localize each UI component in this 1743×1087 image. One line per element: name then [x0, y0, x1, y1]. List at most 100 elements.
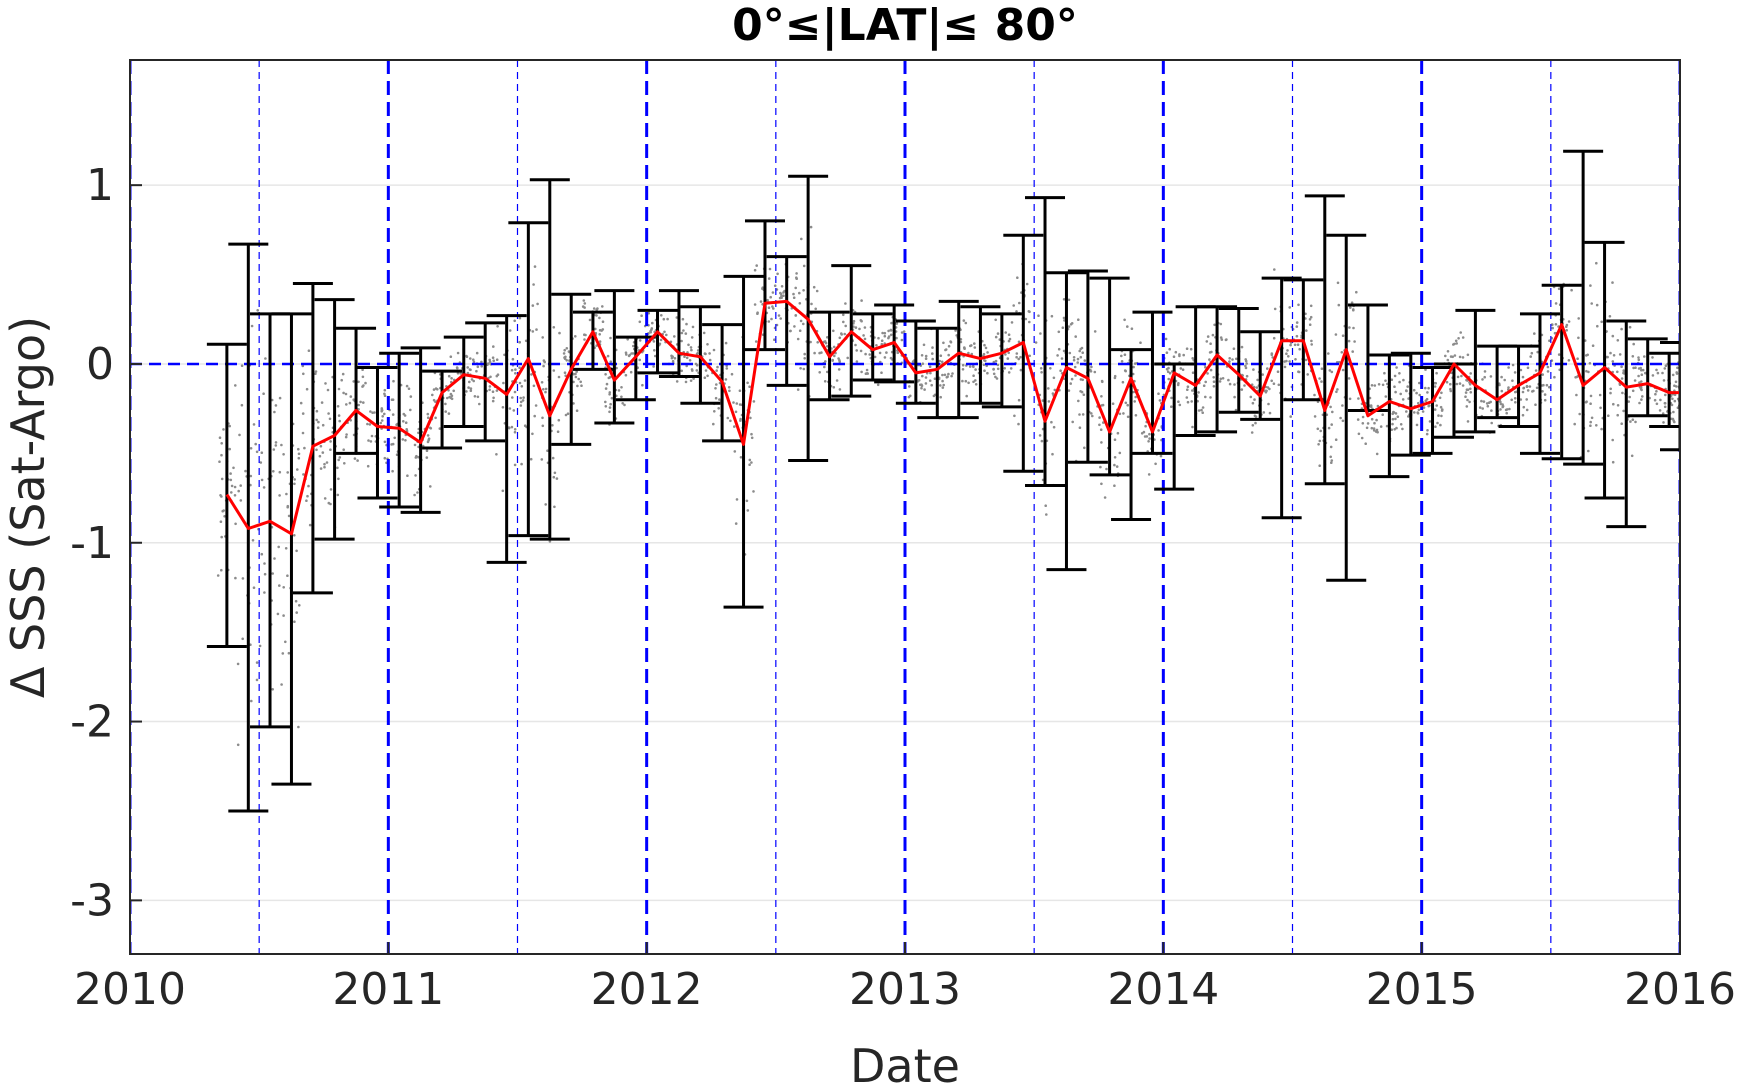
scatter-point	[1019, 355, 1022, 359]
scatter-point	[713, 410, 716, 413]
scatter-point	[1098, 416, 1101, 419]
scatter-point	[337, 458, 341, 462]
scatter-point	[434, 416, 437, 420]
scatter-point	[572, 372, 575, 376]
scatter-point	[1585, 354, 1588, 357]
scatter-point	[1663, 405, 1667, 409]
scatter-point	[1437, 414, 1440, 417]
scatter-point	[286, 471, 290, 474]
scatter-point	[885, 351, 888, 354]
scatter-point	[1209, 396, 1212, 399]
scatter-point	[271, 688, 275, 691]
scatter-point	[1458, 382, 1462, 385]
scatter-point	[1445, 380, 1449, 384]
scatter-point	[216, 574, 220, 577]
scatter-point	[1663, 367, 1667, 370]
scatter-point	[1575, 393, 1578, 397]
scatter-point	[513, 319, 516, 323]
scatter-point	[810, 302, 813, 306]
scatter-point	[1453, 354, 1457, 357]
scatter-point	[879, 360, 882, 364]
scatter-point	[472, 360, 476, 364]
scatter-point	[1051, 392, 1055, 395]
scatter-point	[1675, 385, 1678, 388]
scatter-point	[233, 485, 237, 489]
scatter-point	[924, 354, 928, 358]
scatter-point	[1205, 340, 1209, 343]
scatter-point	[1318, 439, 1322, 443]
scatter-point	[735, 498, 739, 501]
scatter-point	[609, 360, 613, 364]
scatter-point	[1144, 424, 1147, 428]
scatter-point	[1658, 409, 1662, 412]
scatter-point	[1664, 364, 1668, 368]
scatter-point	[779, 317, 782, 320]
scatter-point	[301, 364, 305, 368]
scatter-point	[1297, 370, 1301, 374]
scatter-point	[229, 472, 232, 475]
scatter-point	[750, 436, 754, 440]
scatter-point	[876, 383, 880, 387]
scatter-point	[1004, 353, 1007, 356]
scatter-point	[654, 354, 657, 358]
scatter-point	[855, 349, 858, 352]
scatter-point	[1628, 325, 1632, 329]
scatter-point	[1245, 374, 1249, 378]
scatter-point	[984, 346, 988, 350]
scatter-point	[887, 336, 890, 340]
scatter-point	[1047, 387, 1050, 390]
scatter-point	[992, 372, 996, 376]
scatter-point	[650, 327, 654, 330]
scatter-point	[1485, 402, 1489, 405]
scatter-point	[1661, 412, 1665, 415]
scatter-point	[973, 342, 976, 345]
scatter-point	[965, 394, 968, 398]
scatter-point	[748, 458, 752, 462]
scatter-point	[1498, 383, 1501, 387]
scatter-point	[1244, 366, 1248, 370]
scatter-point	[1126, 415, 1130, 419]
scatter-point	[609, 336, 612, 340]
scatter-point	[488, 385, 492, 388]
scatter-point	[735, 402, 739, 405]
scatter-point	[1295, 334, 1299, 338]
scatter-point	[1461, 336, 1465, 339]
scatter-point	[1637, 358, 1641, 362]
scatter-point	[1461, 356, 1465, 359]
scatter-point	[273, 410, 276, 414]
scatter-point	[555, 477, 559, 480]
scatter-point	[1244, 364, 1247, 368]
scatter-point	[1548, 339, 1551, 343]
scatter-point	[1415, 391, 1418, 395]
scatter-point	[1534, 403, 1537, 407]
scatter-point	[405, 384, 409, 388]
scatter-point	[383, 412, 386, 416]
scatter-point	[344, 435, 348, 439]
scatter-point	[234, 384, 237, 387]
scatter-point	[813, 351, 816, 355]
error-bar	[1197, 305, 1238, 434]
scatter-point	[1310, 339, 1313, 343]
scatter-point	[480, 365, 484, 368]
scatter-point	[356, 459, 359, 462]
scatter-point	[256, 309, 260, 312]
scatter-point	[293, 620, 296, 623]
scatter-point	[321, 423, 325, 427]
scatter-point	[1499, 402, 1503, 406]
scatter-point	[1405, 389, 1408, 393]
scatter-point	[1090, 412, 1093, 415]
scatter-point	[473, 395, 477, 398]
scatter-point	[1633, 379, 1637, 382]
scatter-point	[520, 385, 524, 388]
scatter-point	[234, 522, 237, 526]
scatter-point	[1630, 454, 1634, 458]
scatter-point	[239, 499, 243, 502]
error-bar	[637, 308, 678, 375]
scatter-point	[577, 377, 580, 381]
scatter-point	[1455, 342, 1458, 345]
scatter-point	[691, 325, 695, 329]
scatter-point	[816, 341, 819, 344]
scatter-point	[293, 534, 296, 537]
scatter-point	[1073, 365, 1077, 369]
scatter-point	[696, 349, 700, 352]
